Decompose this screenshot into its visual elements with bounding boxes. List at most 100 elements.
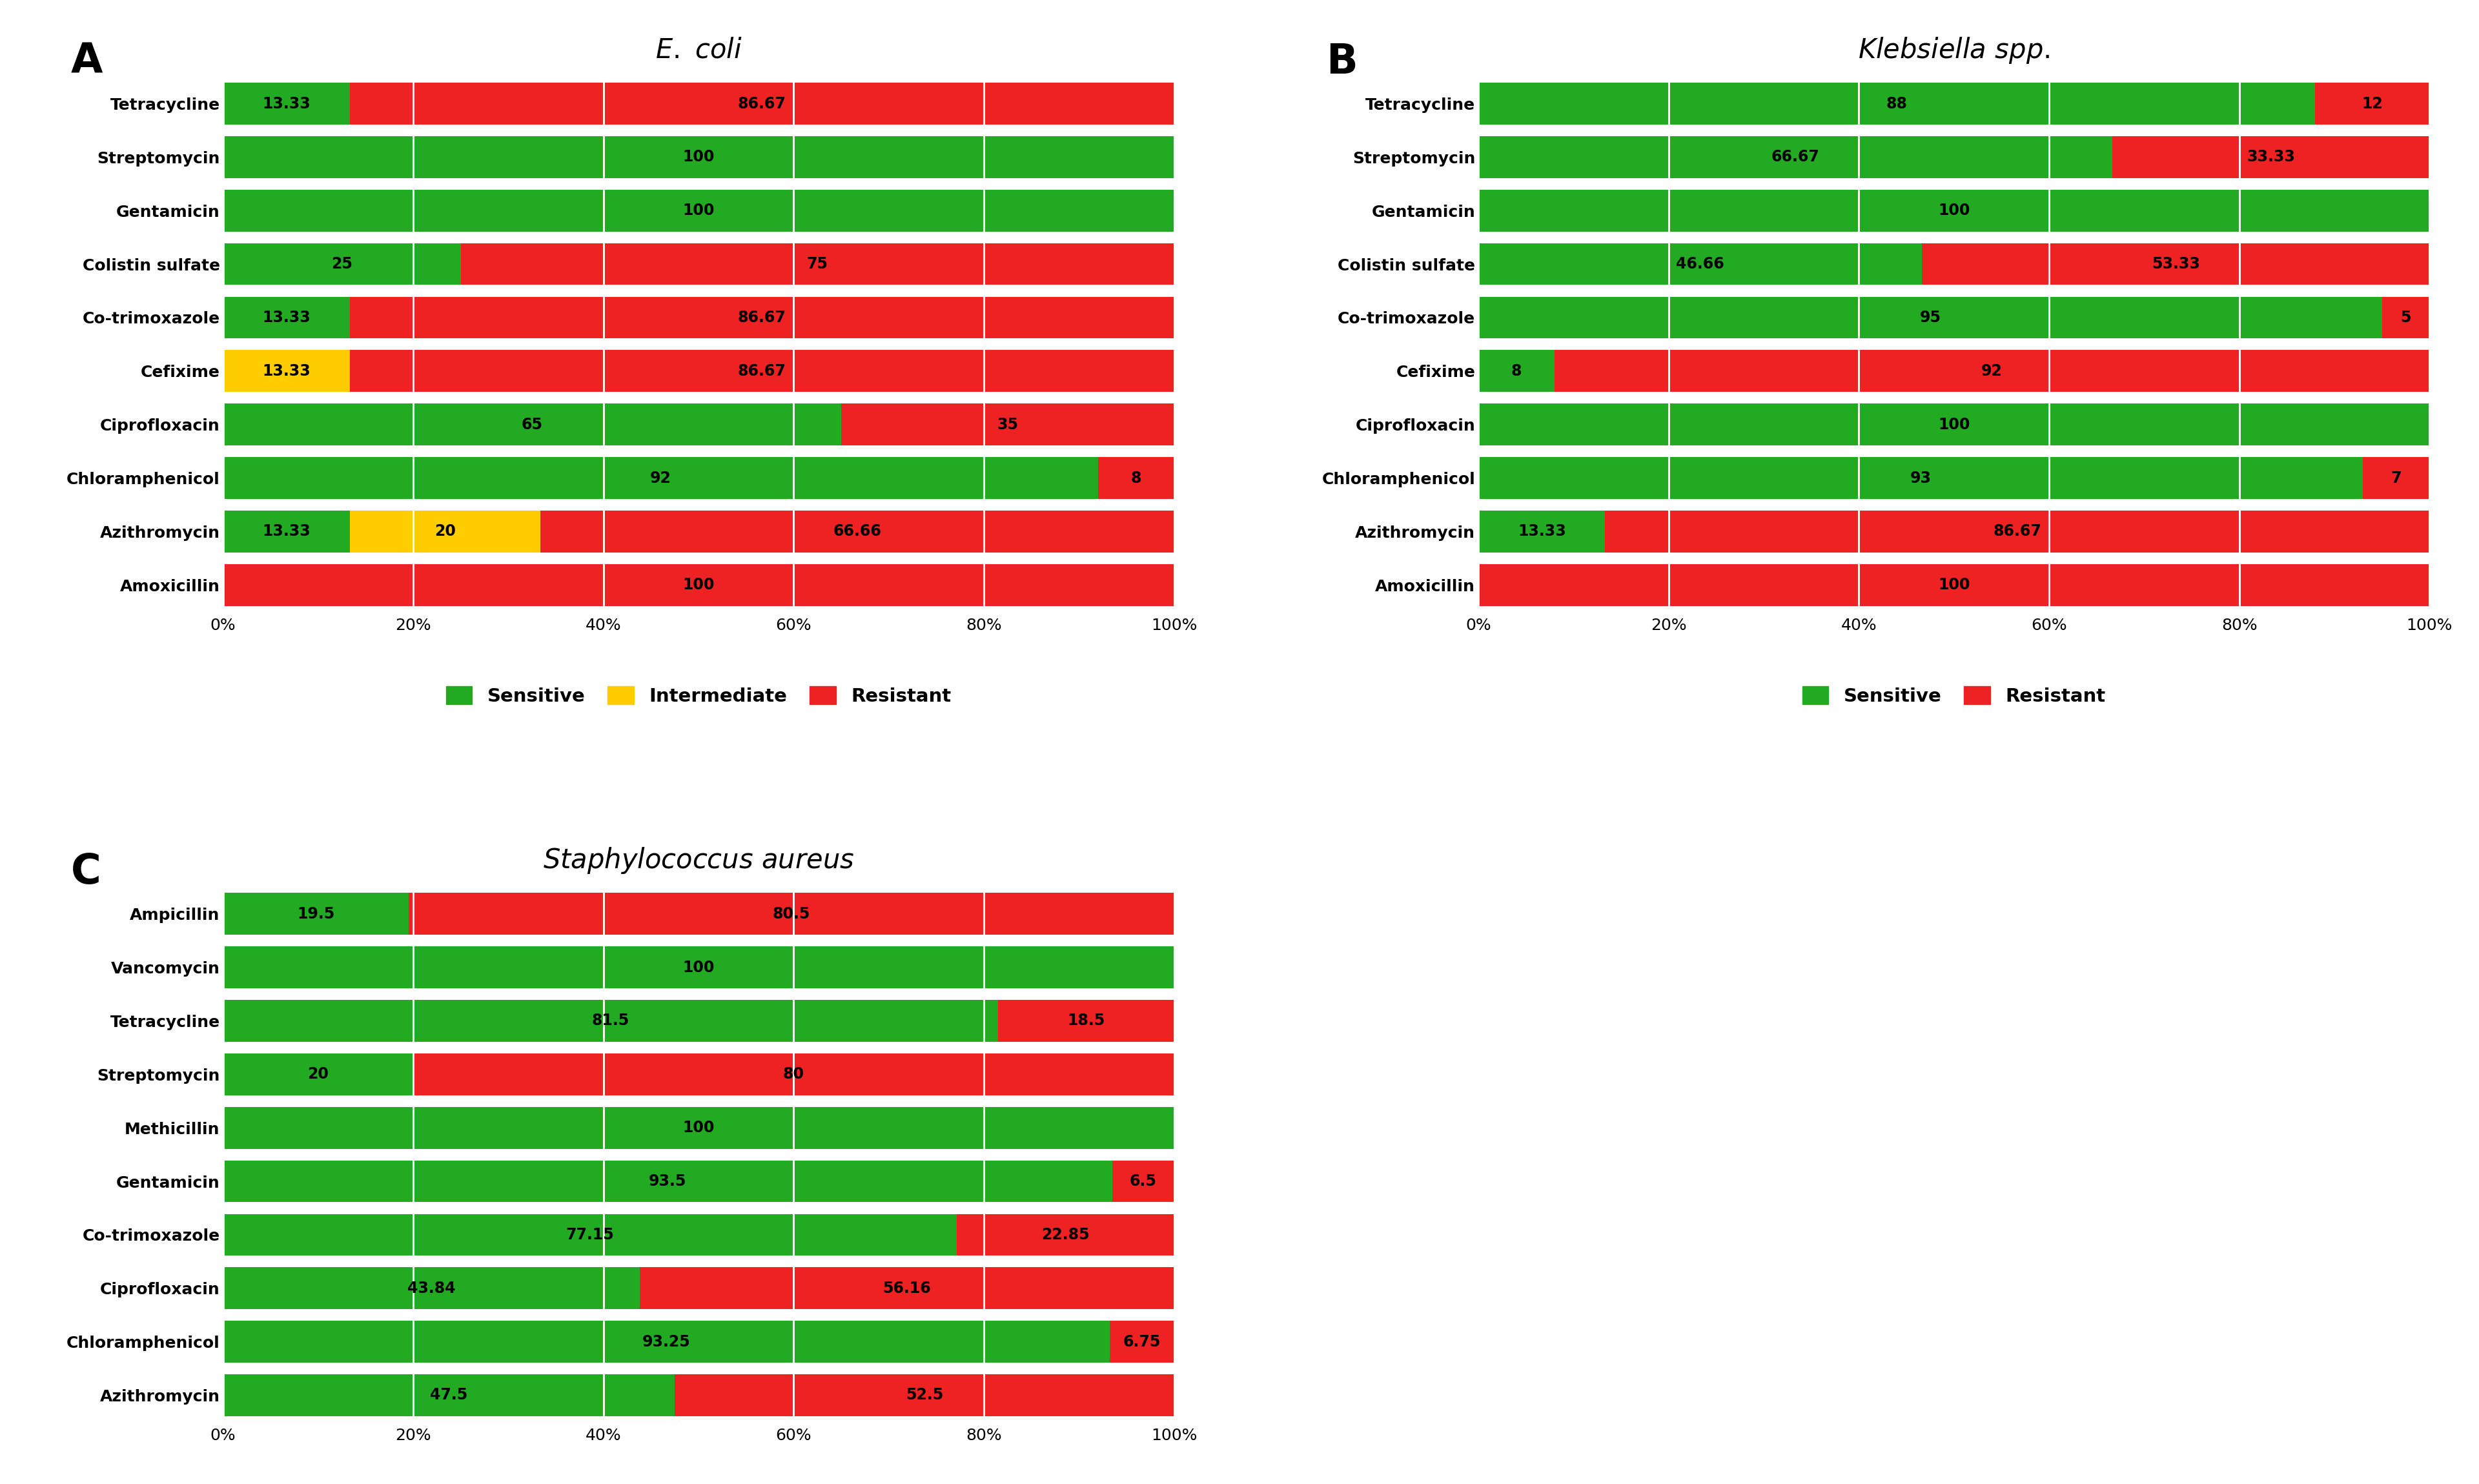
Text: 81.5: 81.5 [592, 1014, 630, 1028]
Bar [223, 1054, 414, 1095]
Bar [223, 457, 1098, 499]
Bar [223, 83, 350, 125]
Bar [223, 1321, 1111, 1362]
Bar [1477, 564, 2429, 605]
Text: 93.5: 93.5 [649, 1174, 687, 1189]
Text: 100: 100 [682, 203, 714, 218]
Text: 92: 92 [649, 470, 672, 485]
Bar [223, 190, 1175, 232]
Legend: Sensitive, Resistant: Sensitive, Resistant [1795, 678, 2112, 712]
Bar [1113, 1160, 1175, 1202]
Text: 93: 93 [1909, 470, 1931, 485]
Bar [2112, 137, 2429, 178]
Bar [1477, 83, 2315, 125]
Text: 86.67: 86.67 [739, 96, 786, 111]
Text: 65: 65 [521, 417, 543, 432]
Bar [223, 1374, 674, 1416]
Bar [223, 1000, 999, 1042]
Text: 20: 20 [434, 524, 456, 539]
Bar [223, 564, 1175, 605]
Text: 100: 100 [682, 960, 714, 975]
Bar [1098, 457, 1175, 499]
Text: 100: 100 [682, 150, 714, 165]
Text: 7: 7 [2390, 470, 2402, 485]
Bar [957, 1214, 1175, 1255]
Text: 100: 100 [1939, 577, 1971, 592]
Text: 25: 25 [332, 257, 352, 272]
Bar [840, 404, 1175, 445]
Text: 88: 88 [1887, 96, 1906, 111]
Text: A: A [72, 42, 102, 82]
Bar [350, 510, 540, 552]
Bar [461, 243, 1175, 285]
Bar [1111, 1321, 1175, 1362]
Bar [640, 1267, 1175, 1309]
Bar [540, 510, 1175, 552]
Text: 33.33: 33.33 [2246, 150, 2296, 165]
Text: 8: 8 [1512, 364, 1522, 378]
Text: 100: 100 [682, 577, 714, 592]
Text: 80: 80 [783, 1067, 803, 1082]
Text: 66.67: 66.67 [1772, 150, 1820, 165]
Text: 18.5: 18.5 [1068, 1014, 1106, 1028]
Bar [674, 1374, 1175, 1416]
Bar [223, 1214, 957, 1255]
Text: 92: 92 [1981, 364, 2003, 378]
Text: 93.25: 93.25 [642, 1334, 692, 1349]
Bar [1477, 350, 1554, 392]
Text: 6.5: 6.5 [1130, 1174, 1158, 1189]
Text: 22.85: 22.85 [1041, 1227, 1091, 1242]
Bar [350, 297, 1175, 338]
Title: $\it{Staphylococcus\ aureus}$: $\it{Staphylococcus\ aureus}$ [543, 846, 855, 876]
Text: 86.67: 86.67 [1993, 524, 2043, 539]
Bar [409, 893, 1175, 935]
Text: 8: 8 [1130, 470, 1140, 485]
Bar [1606, 510, 2429, 552]
Bar [1477, 457, 2362, 499]
Text: 100: 100 [682, 1120, 714, 1135]
Text: 86.67: 86.67 [739, 364, 786, 378]
Text: 20: 20 [307, 1067, 330, 1082]
Bar [223, 297, 350, 338]
Bar [223, 243, 461, 285]
Text: 80.5: 80.5 [773, 907, 811, 922]
Text: 47.5: 47.5 [431, 1388, 469, 1402]
Text: 66.66: 66.66 [833, 524, 880, 539]
Bar [1477, 404, 2429, 445]
Bar [223, 510, 350, 552]
Bar [1921, 243, 2429, 285]
Bar [223, 350, 350, 392]
Bar [2315, 83, 2429, 125]
Bar [1477, 243, 1921, 285]
Bar [223, 1107, 1175, 1149]
Bar [223, 947, 1175, 988]
Bar [1477, 510, 1606, 552]
Text: 46.66: 46.66 [1676, 257, 1725, 272]
Bar [1477, 190, 2429, 232]
Bar [999, 1000, 1175, 1042]
Bar [1477, 137, 2112, 178]
Text: 35: 35 [997, 417, 1019, 432]
Text: 12: 12 [2362, 96, 2382, 111]
Bar [414, 1054, 1175, 1095]
Title: $\it{Klebsiella\ spp.}$: $\it{Klebsiella\ spp.}$ [1857, 36, 2050, 65]
Text: 43.84: 43.84 [407, 1281, 456, 1296]
Bar [223, 137, 1175, 178]
Bar [223, 1160, 1113, 1202]
Text: 53.33: 53.33 [2152, 257, 2199, 272]
Text: 56.16: 56.16 [883, 1281, 932, 1296]
Text: 77.15: 77.15 [565, 1227, 615, 1242]
Text: 13.33: 13.33 [1517, 524, 1567, 539]
Bar [2362, 457, 2429, 499]
Text: B: B [1326, 42, 1358, 82]
Bar [223, 1267, 640, 1309]
Title: $\it{E.\ coli}$: $\it{E.\ coli}$ [654, 37, 741, 64]
Text: 6.75: 6.75 [1123, 1334, 1160, 1349]
Text: 13.33: 13.33 [263, 364, 310, 378]
Legend: Sensitive, Intermediate, Resistant: Sensitive, Intermediate, Resistant [439, 678, 959, 712]
Bar [350, 83, 1175, 125]
Text: 19.5: 19.5 [297, 907, 335, 922]
Text: 86.67: 86.67 [739, 310, 786, 325]
Bar [223, 404, 840, 445]
Bar [223, 893, 409, 935]
